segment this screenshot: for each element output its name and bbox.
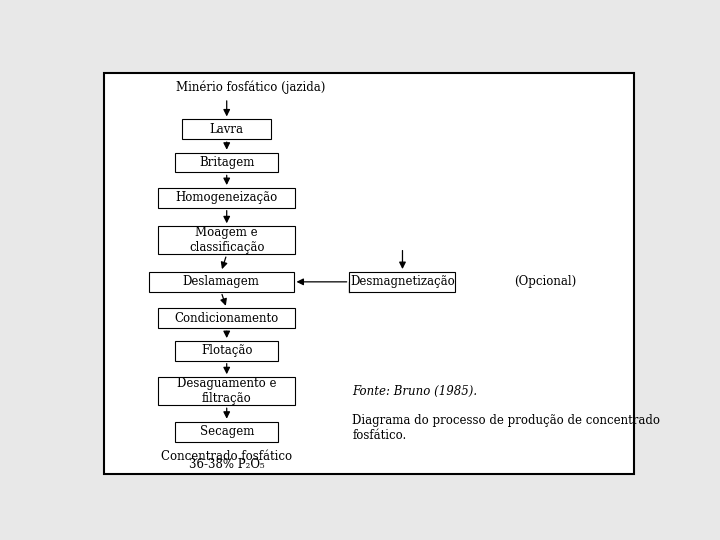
Text: Lavra: Lavra [210, 123, 243, 136]
FancyBboxPatch shape [175, 422, 279, 442]
Text: Britagem: Britagem [199, 156, 254, 169]
Text: Minério fosfático (jazida): Minério fosfático (jazida) [176, 81, 326, 94]
Text: Desaguamento e
filtração: Desaguamento e filtração [177, 377, 276, 405]
Text: Desmagnetização: Desmagnetização [350, 275, 455, 288]
FancyBboxPatch shape [182, 119, 271, 139]
FancyBboxPatch shape [158, 377, 295, 406]
FancyBboxPatch shape [175, 152, 279, 172]
Text: Flotação: Flotação [201, 345, 253, 357]
Text: Moagem e
classificação: Moagem e classificação [189, 226, 264, 254]
FancyBboxPatch shape [158, 188, 295, 208]
Text: (Opcional): (Opcional) [514, 275, 576, 288]
Text: 36-38% P₂O₅: 36-38% P₂O₅ [189, 458, 264, 471]
Text: Fonte: Bruno (1985).: Fonte: Bruno (1985). [352, 384, 477, 397]
FancyBboxPatch shape [349, 272, 456, 292]
FancyBboxPatch shape [158, 308, 295, 328]
FancyBboxPatch shape [175, 341, 279, 361]
Text: Condicionamento: Condicionamento [174, 312, 279, 325]
Text: Diagrama do processo de produção de concentrado
fosfático.: Diagrama do processo de produção de conc… [352, 414, 660, 442]
FancyBboxPatch shape [148, 272, 294, 292]
Text: Concentrado fosfático: Concentrado fosfático [161, 450, 292, 463]
Text: Homogeneização: Homogeneização [176, 191, 278, 204]
FancyBboxPatch shape [104, 73, 634, 474]
FancyBboxPatch shape [158, 226, 295, 254]
Text: Secagem: Secagem [199, 425, 254, 438]
Text: Deslamagem: Deslamagem [183, 275, 260, 288]
